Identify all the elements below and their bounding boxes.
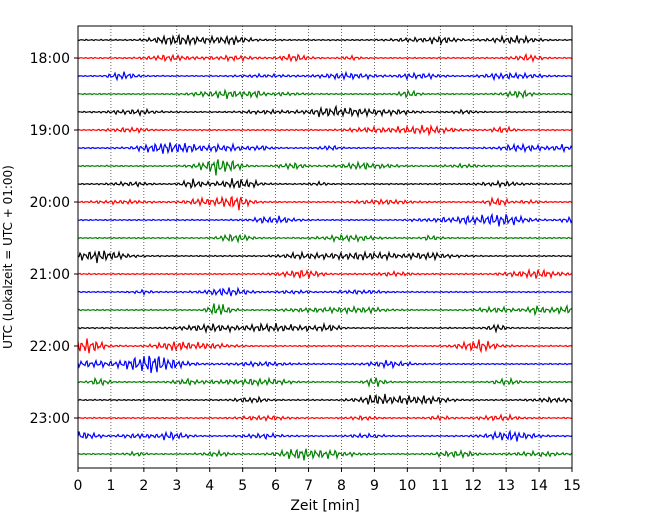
x-tick-label: 9 xyxy=(370,478,379,494)
trace-line xyxy=(77,212,573,227)
trace-line xyxy=(77,355,573,374)
x-tick-label: 4 xyxy=(205,478,214,494)
trace-line xyxy=(77,104,573,119)
x-tick-label: 5 xyxy=(238,478,247,494)
x-tick-label: 13 xyxy=(497,478,515,494)
x-axis-ticks: 0 1 2 3 4 5 6 7 8 9 10 11 12 13 14 15 xyxy=(74,468,581,494)
y-axis-title: UTC (Lokalzeit = UTC + 01:00) xyxy=(1,165,15,349)
x-tick-label: 3 xyxy=(172,478,181,494)
y-tick-label: 21:00 xyxy=(30,267,70,283)
trace-line xyxy=(77,267,573,280)
y-axis-ticks: 18:00 19:00 20:00 21:00 22:00 23:00 xyxy=(30,51,78,427)
trace-line xyxy=(77,159,573,176)
y-tick-label: 18:00 xyxy=(30,51,70,67)
trace-line xyxy=(77,412,573,423)
trace-line xyxy=(77,303,573,317)
trace-line xyxy=(77,250,573,264)
x-tick-label: 8 xyxy=(337,478,346,494)
trace-line xyxy=(77,376,573,389)
trace-line xyxy=(77,321,573,335)
trace-line xyxy=(77,393,573,406)
trace-line xyxy=(78,52,573,64)
trace-line xyxy=(77,33,573,47)
x-axis-title: Zeit [min] xyxy=(290,498,359,514)
trace-line xyxy=(77,195,573,211)
trace-line xyxy=(77,88,573,100)
x-tick-label: 10 xyxy=(398,478,416,494)
grid-lines xyxy=(110,26,540,468)
trace-line xyxy=(77,448,573,461)
trace-line xyxy=(77,338,573,354)
x-tick-label: 11 xyxy=(431,478,449,494)
y-tick-label: 19:00 xyxy=(30,123,70,139)
x-tick-label: 1 xyxy=(106,478,115,494)
trace-line xyxy=(77,286,573,297)
trace-line xyxy=(77,142,573,155)
x-tick-label: 0 xyxy=(74,478,83,494)
trace-line xyxy=(77,178,573,190)
trace-line xyxy=(77,70,573,82)
seismic-traces xyxy=(77,33,573,461)
y-tick-label: 20:00 xyxy=(30,195,70,211)
plot-frame xyxy=(77,25,573,469)
y-tick-label: 23:00 xyxy=(30,411,70,427)
x-tick-label: 15 xyxy=(563,478,581,494)
y-tick-label: 22:00 xyxy=(30,339,70,355)
trace-line xyxy=(77,233,573,244)
trace-line xyxy=(77,429,573,442)
x-tick-label: 6 xyxy=(271,478,280,494)
x-tick-label: 12 xyxy=(464,478,482,494)
x-tick-label: 7 xyxy=(304,478,313,494)
trace-line xyxy=(77,123,573,137)
x-tick-label: 14 xyxy=(530,478,548,494)
x-tick-label: 2 xyxy=(139,478,148,494)
